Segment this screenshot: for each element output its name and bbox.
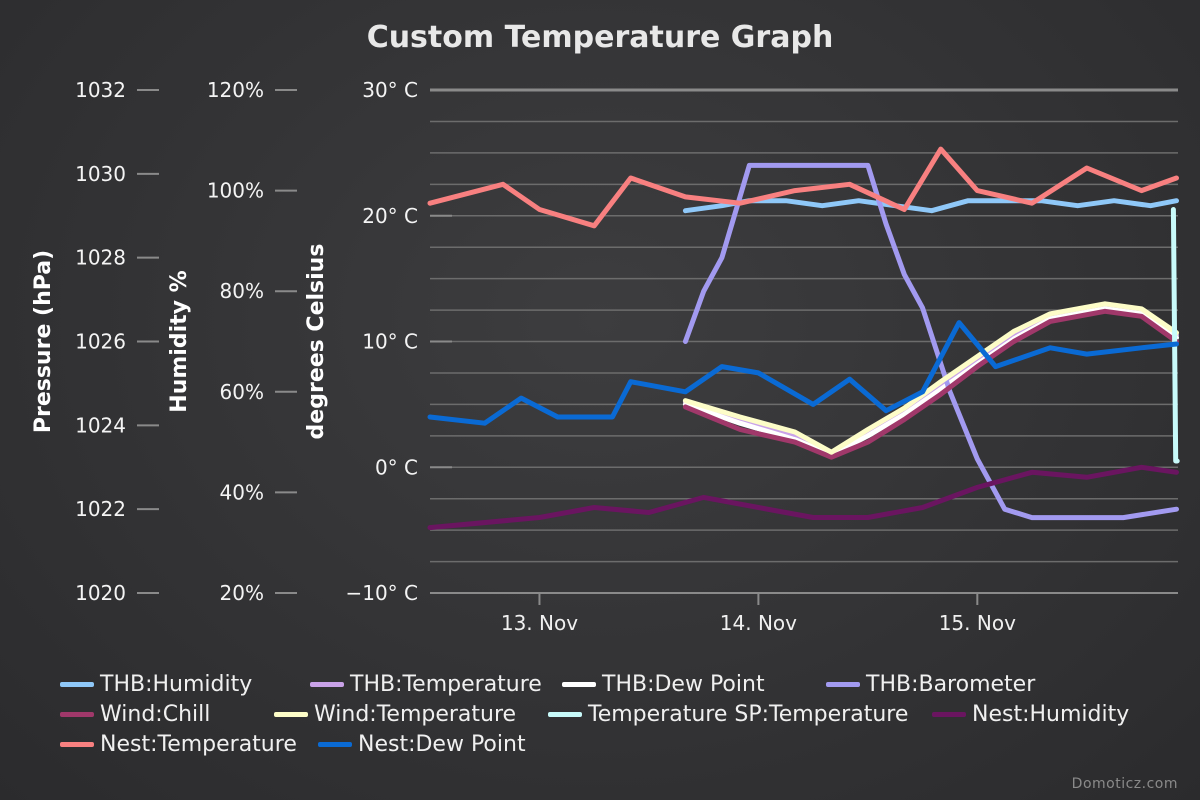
- legend-swatch: [826, 681, 860, 687]
- x-tick-label: 13. Nov: [501, 611, 578, 635]
- pressure-tick-label: 1028: [75, 246, 126, 270]
- legend-item[interactable]: Temperature SP:Temperature: [548, 701, 914, 727]
- legend-label: THB:Temperature: [350, 671, 542, 697]
- pressure-tick-label: 1026: [75, 330, 126, 354]
- humidity-tick-label: 60%: [220, 380, 264, 404]
- series-line-thb-humidity[interactable]: [682, 198, 1179, 214]
- legend-item[interactable]: THB:Humidity: [60, 671, 292, 697]
- legend-swatch: [318, 741, 352, 747]
- series-line-wind-temperature[interactable]: [682, 301, 1179, 455]
- legend-swatch: [932, 711, 966, 717]
- legend-swatch: [548, 711, 582, 717]
- series-line-nest-temperature[interactable]: [427, 146, 1179, 229]
- legend-item[interactable]: Wind:Chill: [60, 701, 256, 727]
- series-line-wind-chill[interactable]: [682, 308, 1179, 460]
- humidity-tick-label: 100%: [207, 179, 264, 203]
- legend-swatch: [60, 741, 94, 747]
- temperature-tick-label: 30° C: [362, 78, 418, 102]
- legend-swatch: [274, 711, 308, 717]
- legend-label: Wind:Temperature: [314, 701, 517, 727]
- legend: THB:Humidity THB:Temperature THB:Dew Point…: [60, 671, 1180, 757]
- legend-label: Nest:Dew Point: [358, 731, 526, 757]
- legend-label: THB:Barometer: [866, 671, 1036, 697]
- legend-item[interactable]: Nest:Dew Point: [318, 731, 558, 757]
- temperature-axis-title: degrees Celsius: [304, 244, 329, 440]
- pressure-tick-label: 1024: [75, 413, 126, 437]
- axes-layer: 13. Nov 14. Nov 15. Nov 1020 1022 1024 1026 102…: [31, 78, 1178, 635]
- legend-swatch: [310, 681, 344, 687]
- series-line-nest-dew-point[interactable]: [427, 320, 1179, 426]
- legend-swatch: [562, 681, 596, 687]
- temperature-tick-label: −10° C: [345, 581, 418, 605]
- series-layer: [427, 146, 1180, 531]
- legend-swatch: [60, 711, 94, 717]
- legend-item[interactable]: Nest:Humidity: [932, 701, 1152, 727]
- humidity-tick-label: 20%: [220, 581, 264, 605]
- legend-item[interactable]: THB:Dew Point: [562, 671, 808, 697]
- legend-label: THB:Dew Point: [602, 671, 765, 697]
- legend-label: Nest:Humidity: [972, 701, 1130, 727]
- legend-label: Wind:Chill: [100, 701, 211, 727]
- series-line-thb-barometer[interactable]: [682, 162, 1179, 521]
- pressure-tick-label: 1032: [75, 78, 126, 102]
- humidity-tick-label: 80%: [220, 279, 264, 303]
- pressure-tick-label: 1030: [75, 162, 126, 186]
- chart-title: Custom Temperature Graph: [367, 20, 834, 55]
- temperature-tick-label: 10° C: [362, 330, 418, 354]
- legend-label: Temperature SP:Temperature: [588, 701, 909, 727]
- x-tick-label: 15. Nov: [939, 611, 1016, 635]
- legend-item[interactable]: Nest:Temperature: [60, 731, 300, 757]
- credits-label[interactable]: Domoticz.com: [1071, 776, 1178, 792]
- humidity-tick-label: 120%: [207, 78, 264, 102]
- series-line-nest-humidity[interactable]: [427, 464, 1179, 531]
- legend-label: Nest:Temperature: [100, 731, 297, 757]
- legend-item[interactable]: THB:Barometer: [826, 671, 1066, 697]
- x-tick-label: 14. Nov: [720, 611, 797, 635]
- pressure-tick-label: 1020: [75, 581, 126, 605]
- series-line-temperature-sp-temperature[interactable]: [1170, 207, 1180, 464]
- pressure-axis-title: Pressure (hPa): [31, 250, 56, 433]
- legend-label: THB:Humidity: [100, 671, 253, 697]
- grid-layer: [430, 88, 1178, 594]
- temperature-tick-label: 20° C: [362, 204, 418, 228]
- humidity-tick-label: 40%: [220, 480, 264, 504]
- humidity-axis-title: Humidity %: [167, 270, 192, 412]
- legend-item[interactable]: Wind:Temperature: [274, 701, 530, 727]
- legend-item[interactable]: THB:Temperature: [310, 671, 544, 697]
- pressure-tick-label: 1022: [75, 497, 126, 521]
- legend-swatch: [60, 681, 94, 687]
- temperature-tick-label: 0° C: [375, 455, 418, 479]
